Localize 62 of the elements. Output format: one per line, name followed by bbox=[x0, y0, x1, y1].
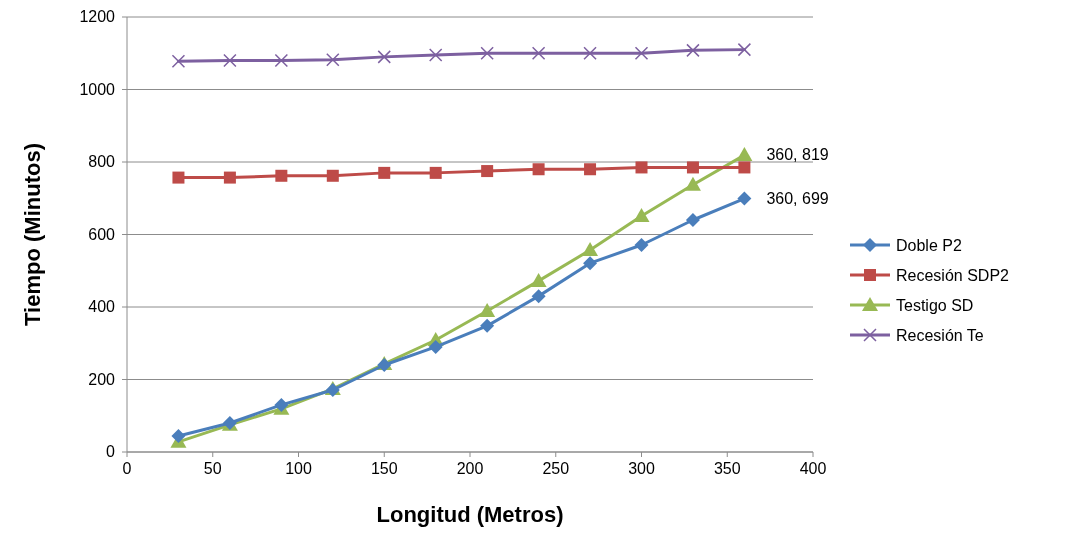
x-tick-label: 150 bbox=[370, 460, 398, 477]
point bbox=[686, 43, 700, 58]
y-tick-label: 400 bbox=[88, 298, 116, 315]
y-tick-label: 1000 bbox=[79, 80, 116, 98]
point bbox=[685, 213, 700, 227]
x-tick-label: 350 bbox=[713, 460, 741, 477]
x-tick-label: 50 bbox=[203, 460, 222, 477]
point bbox=[326, 169, 339, 182]
x-axis-title: Longitud (Metros) bbox=[376, 502, 564, 527]
point bbox=[428, 48, 443, 62]
y-tick-label: 1200 bbox=[79, 8, 116, 25]
point bbox=[738, 161, 751, 174]
x-tick-label: 250 bbox=[542, 460, 570, 477]
legend-label: Recesión SDP2 bbox=[896, 267, 1010, 284]
point bbox=[737, 191, 752, 206]
point bbox=[635, 161, 648, 174]
point bbox=[275, 169, 288, 182]
point bbox=[377, 50, 391, 64]
point bbox=[479, 302, 496, 317]
point bbox=[583, 256, 598, 271]
point bbox=[737, 42, 752, 57]
x-tick-label: 100 bbox=[285, 460, 312, 477]
y-tick-label: 0 bbox=[106, 443, 116, 460]
point bbox=[480, 46, 494, 60]
point bbox=[480, 318, 495, 333]
point bbox=[684, 176, 701, 191]
point bbox=[633, 208, 650, 223]
legend-label: Recesión Te bbox=[896, 327, 984, 344]
point bbox=[172, 171, 185, 184]
point bbox=[171, 54, 186, 68]
point bbox=[583, 46, 597, 60]
annotation: 360, 699 bbox=[766, 189, 829, 207]
point bbox=[429, 166, 442, 179]
point bbox=[531, 289, 546, 304]
point bbox=[582, 242, 599, 257]
legend-label: Doble P2 bbox=[896, 237, 962, 254]
y-tick-label: 800 bbox=[88, 153, 116, 170]
point bbox=[378, 166, 391, 179]
point bbox=[634, 238, 649, 253]
point bbox=[223, 171, 236, 184]
point bbox=[274, 53, 289, 68]
legend-label: Testigo SD bbox=[896, 297, 974, 314]
x-tick-label: 400 bbox=[799, 460, 827, 477]
y-tick-label: 600 bbox=[88, 225, 116, 243]
point bbox=[634, 46, 649, 60]
y-tick-label: 200 bbox=[88, 370, 116, 388]
annotation: 360, 819 bbox=[766, 146, 829, 164]
point bbox=[686, 161, 699, 174]
point bbox=[223, 53, 237, 68]
point bbox=[326, 53, 340, 67]
point bbox=[171, 429, 186, 444]
point bbox=[481, 165, 494, 178]
point bbox=[532, 163, 545, 176]
y-axis-title: Tiempo (Minutos) bbox=[20, 143, 45, 326]
point bbox=[584, 163, 597, 176]
point bbox=[736, 147, 753, 162]
x-tick-label: 0 bbox=[122, 460, 132, 477]
point bbox=[530, 272, 547, 287]
x-tick-label: 300 bbox=[628, 460, 655, 477]
point bbox=[531, 46, 546, 60]
point bbox=[428, 339, 443, 354]
x-tick-label: 200 bbox=[456, 460, 484, 477]
